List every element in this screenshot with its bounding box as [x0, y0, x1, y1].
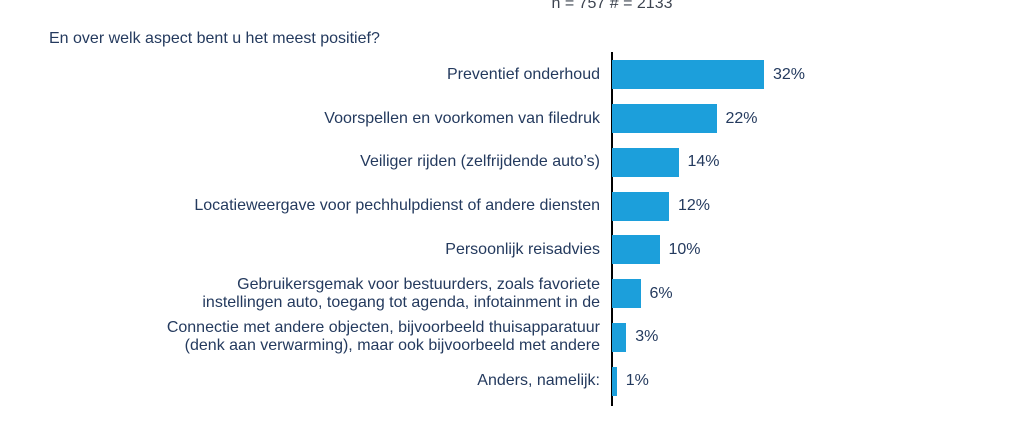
- value-label: 32%: [773, 65, 806, 83]
- bar: [612, 366, 617, 396]
- bar-row: Voorspellen en voorkomen van filedruk 22…: [0, 97, 1024, 141]
- value-label: 14%: [687, 153, 720, 171]
- plot-area: 14%: [612, 141, 1024, 185]
- category-label: Voorspellen en voorkomen van filedruk: [324, 109, 600, 127]
- category-label: Preventief onderhoud: [447, 65, 600, 83]
- value-label: 1%: [625, 372, 649, 390]
- category-label: Persoonlijk reisadvies: [445, 240, 600, 258]
- category-label: Gebruikersgemak voor bestuurders, zoals …: [202, 275, 600, 311]
- plot-area: 10%: [612, 228, 1024, 272]
- bar: [612, 322, 627, 352]
- bar-row: Persoonlijk reisadvies 10%: [0, 228, 1024, 272]
- category-label: Connectie met andere objecten, bijvoorbe…: [166, 319, 600, 355]
- bar-row: Locatieweergave voor pechhulpdienst of a…: [0, 184, 1024, 228]
- chart-title: En over welk aspect bent u het meest pos…: [49, 30, 380, 47]
- plot-area: 6%: [612, 272, 1024, 316]
- bar: [612, 279, 641, 309]
- category-label: Anders, namelijk:: [477, 372, 600, 390]
- bar-row: Anders, namelijk: 1%: [0, 359, 1024, 403]
- plot-area: 3%: [612, 316, 1024, 360]
- bar-row: Preventief onderhoud 32%: [0, 53, 1024, 97]
- plot-area: 1%: [612, 359, 1024, 403]
- bar-row: Veiliger rijden (zelfrijdende auto’s) 14…: [0, 141, 1024, 185]
- bar: [612, 104, 717, 134]
- plot-area: 32%: [612, 53, 1024, 97]
- value-label: 22%: [725, 109, 758, 127]
- category-label: Veiliger rijden (zelfrijdende auto’s): [360, 153, 600, 171]
- value-label: 12%: [678, 197, 711, 215]
- bar-row: Connectie met andere objecten, bijvoorbe…: [0, 316, 1024, 360]
- bar: [612, 147, 679, 177]
- category-label: Locatieweergave voor pechhulpdienst of a…: [194, 197, 600, 215]
- bar: [612, 60, 764, 90]
- value-label: 6%: [649, 284, 673, 302]
- bar-chart: Preventief onderhoud 32% Voorspellen en …: [0, 53, 1024, 403]
- sample-size-note: n = 757 # = 2133: [551, 0, 673, 12]
- plot-area: 12%: [612, 184, 1024, 228]
- y-axis-line: [611, 52, 613, 406]
- bar: [612, 191, 669, 221]
- plot-area: 22%: [612, 97, 1024, 141]
- bar-row: Gebruikersgemak voor bestuurders, zoals …: [0, 272, 1024, 316]
- value-label: 3%: [635, 328, 659, 346]
- bar: [612, 235, 660, 265]
- value-label: 10%: [668, 240, 701, 258]
